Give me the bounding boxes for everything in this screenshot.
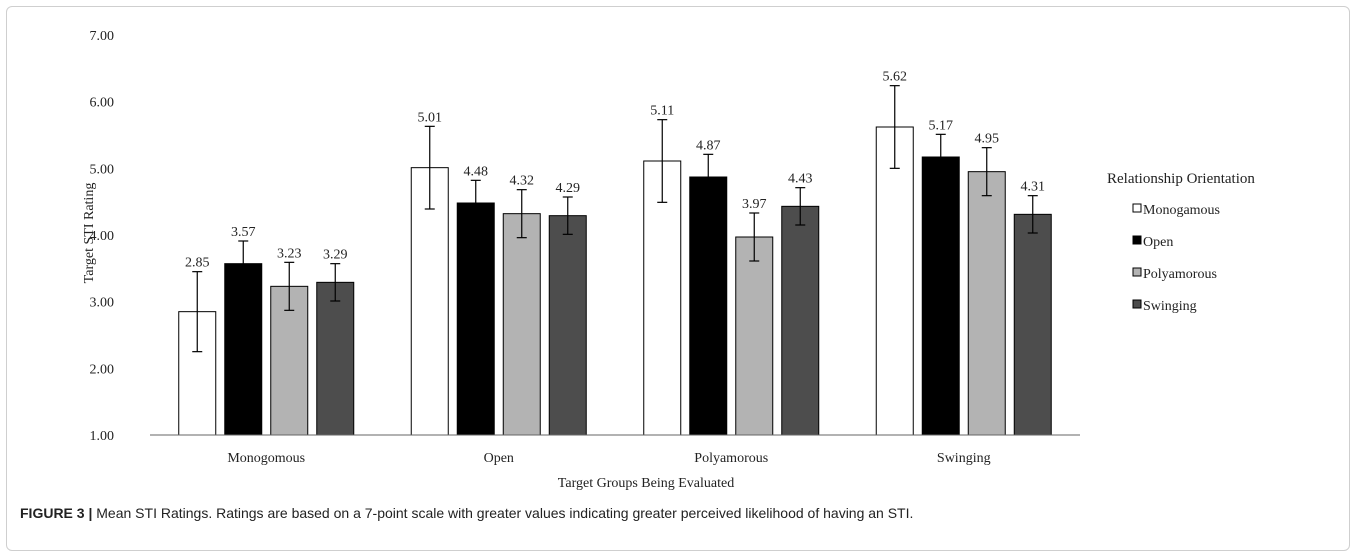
legend-swatch: [1132, 203, 1142, 213]
data-label: 4.32: [510, 174, 535, 189]
caption-text: Mean STI Ratings. Ratings are based on a…: [92, 505, 914, 521]
bar: [967, 171, 1006, 436]
y-axis-title: Target STI Rating: [82, 183, 97, 284]
bar: [875, 126, 914, 436]
data-label: 3.57: [231, 225, 256, 240]
y-tick-label: 1.00: [90, 429, 115, 444]
bar: [689, 176, 728, 436]
x-axis: Monogomous Open Polyamorous Swinging: [150, 434, 1080, 466]
y-tick-label: 7.00: [90, 29, 115, 44]
legend-swatch: [1132, 235, 1142, 245]
data-label: 4.31: [1021, 180, 1046, 195]
bar: [548, 215, 587, 436]
bar: [224, 263, 263, 436]
data-label: 3.23: [277, 246, 302, 261]
data-label: 3.29: [323, 248, 348, 263]
data-label: 4.87: [696, 138, 721, 153]
data-label: 4.48: [464, 164, 489, 179]
x-tick-label: Swinging: [937, 451, 991, 466]
bar: [1013, 213, 1052, 436]
y-tick-label: 4.00: [90, 229, 115, 244]
bar: [502, 213, 541, 436]
x-axis-title: Target Groups Being Evaluated: [558, 476, 734, 491]
bar: [781, 205, 820, 436]
legend: Relationship Orientation Monogamous Open P…: [1107, 171, 1255, 314]
y-tick-label: 2.00: [90, 362, 115, 377]
legend-entry: Polyamorous: [1143, 267, 1217, 282]
y-tick-label: 6.00: [90, 96, 115, 111]
data-label: 5.01: [418, 110, 443, 125]
data-label: 4.29: [556, 181, 581, 196]
legend-entry: Open: [1143, 235, 1173, 250]
data-label: 5.62: [883, 70, 908, 85]
bar: [735, 236, 774, 436]
y-tick-label: 3.00: [90, 296, 115, 311]
caption-label: FIGURE 3 |: [20, 505, 93, 521]
data-label: 5.11: [650, 104, 674, 119]
figure-caption: FIGURE 3 | Mean STI Ratings. Ratings are…: [20, 505, 1340, 521]
data-label: 5.17: [929, 118, 954, 133]
legend-swatch: [1132, 267, 1142, 277]
data-label: 4.43: [788, 172, 813, 187]
data-labels: 2.85 3.57 3.23 3.29 5.01 4.48 4.32 4.29 5.11 4.87…: [185, 70, 1045, 271]
bar: [921, 156, 960, 436]
legend-entry: Swinging: [1143, 299, 1197, 314]
y-tick-label: 5.00: [90, 162, 115, 177]
legend-entry: Monogamous: [1143, 203, 1220, 218]
x-tick-label: Monogomous: [227, 451, 305, 466]
y-axis: 1.00 2.00 3.00 4.00 5.00 6.00 7.00: [90, 29, 115, 444]
bar-chart: 1.00 2.00 3.00 4.00 5.00 6.00 7.00 2.85 3.57 3.2…: [82, 29, 1255, 491]
data-label: 4.95: [975, 132, 1000, 147]
data-label: 3.97: [742, 197, 767, 212]
bar: [643, 160, 682, 436]
legend-swatch: [1132, 299, 1142, 309]
legend-title: Relationship Orientation: [1107, 171, 1255, 187]
bar: [456, 202, 495, 436]
x-tick-label: Open: [484, 451, 514, 466]
x-tick-label: Polyamorous: [694, 451, 768, 466]
bars: [178, 85, 1052, 436]
bar: [316, 281, 355, 436]
data-label: 2.85: [185, 256, 210, 271]
